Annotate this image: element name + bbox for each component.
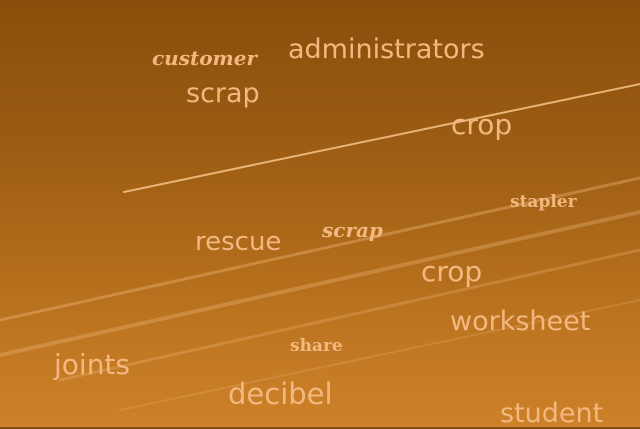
contrail-4	[119, 299, 640, 411]
word-decibel: decibel	[228, 377, 333, 411]
word-crop-top: crop	[451, 108, 513, 141]
word-administrators: administrators	[288, 34, 485, 65]
word-worksheet: worksheet	[450, 306, 591, 337]
word-student: student	[500, 398, 604, 429]
word-scrap-top: scrap	[186, 78, 260, 109]
contrail-3	[58, 248, 640, 382]
word-crop-mid: crop	[421, 255, 483, 288]
contrail-1	[0, 176, 640, 322]
word-joints: joints	[54, 348, 131, 381]
word-stapler: stapler	[510, 192, 577, 212]
word-scrap-script: scrap	[322, 218, 383, 242]
word-rescue: rescue	[195, 227, 282, 257]
word-customer: customer	[152, 46, 257, 70]
word-share: share	[290, 336, 343, 356]
contrail-bright	[123, 83, 640, 193]
contrail-2	[0, 210, 640, 357]
